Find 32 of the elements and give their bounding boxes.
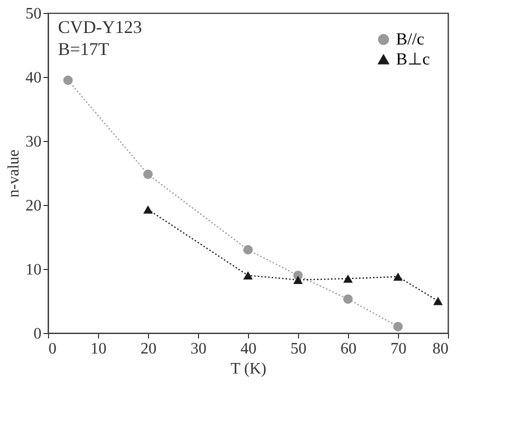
y-tick-label: 40	[26, 70, 42, 86]
y-tick-label: 20	[26, 198, 42, 214]
y-tick-label: 10	[26, 262, 42, 278]
x-tick-label: 70	[390, 340, 406, 358]
point	[393, 322, 403, 332]
y-axis-title: n-value	[6, 150, 22, 198]
y-tick-label: 50	[26, 6, 42, 22]
point	[143, 170, 153, 180]
point	[63, 75, 73, 85]
x-tick-label: 20	[140, 340, 156, 358]
y-tick-label: 30	[26, 134, 42, 150]
point	[293, 276, 303, 284]
x-tick-label: 80	[432, 340, 448, 358]
point	[393, 272, 403, 281]
x-tick-label: 30	[190, 340, 206, 358]
x-tick-label: 50	[290, 340, 306, 358]
point	[343, 274, 353, 283]
annotation: B=17T	[58, 39, 110, 59]
point	[243, 271, 253, 280]
point	[243, 245, 253, 255]
y-tick-label: 0	[34, 326, 42, 342]
x-tick-label: 40	[240, 340, 256, 358]
x-tick-label: 60	[340, 340, 356, 358]
x-tick-label: 0	[48, 340, 56, 358]
legend-label: B//c	[396, 30, 425, 48]
point	[433, 296, 443, 306]
x-tick-label: 10	[90, 340, 106, 358]
point	[143, 205, 153, 214]
point	[343, 294, 353, 304]
x-axis-title: T (K)	[230, 360, 266, 378]
annotation: CVD-Y123	[58, 17, 142, 37]
legend-label: B⊥c	[396, 50, 430, 68]
